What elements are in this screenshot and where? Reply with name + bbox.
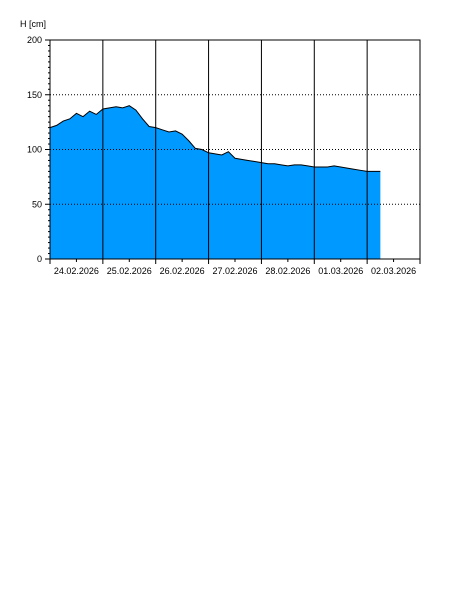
x-tick-label: 26.02.2026 xyxy=(160,266,205,276)
x-tick-label: 25.02.2026 xyxy=(107,266,152,276)
x-tick-label: 02.03.2026 xyxy=(371,266,416,276)
x-tick-label: 01.03.2026 xyxy=(318,266,363,276)
area-line xyxy=(49,105,381,172)
x-tick-label: 27.02.2026 xyxy=(212,266,257,276)
y-tick-label: 150 xyxy=(27,90,42,100)
y-axis-label: H [cm] xyxy=(20,19,46,29)
y-tick-label: 200 xyxy=(27,35,42,45)
x-tick-label: 24.02.2026 xyxy=(54,266,99,276)
area xyxy=(50,105,381,259)
y-tick-label: 50 xyxy=(32,199,42,209)
plot-frame xyxy=(49,39,421,260)
y-tick-label: 100 xyxy=(27,145,42,155)
x-tick-label: 28.02.2026 xyxy=(265,266,310,276)
y-tick-label: 0 xyxy=(37,254,42,264)
